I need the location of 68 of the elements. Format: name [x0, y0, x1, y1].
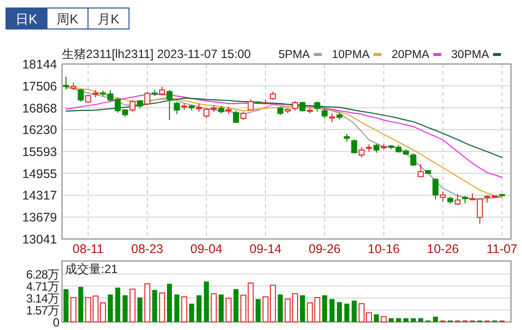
y-tick-label: 13679	[22, 210, 58, 225]
bar	[174, 294, 180, 322]
y-tick-label: 15593	[22, 144, 58, 159]
x-tick-label: 09-04	[190, 242, 222, 256]
annotation: 成交量:21	[65, 262, 118, 276]
bar	[410, 318, 416, 322]
x-tick-label: 08-11	[72, 242, 104, 256]
bar	[189, 304, 194, 322]
bar	[144, 283, 150, 322]
legend-label: 10PMA	[332, 49, 370, 61]
bar	[122, 295, 128, 322]
x-tick-label: 11-07	[486, 242, 518, 256]
bar	[64, 289, 68, 322]
bar	[352, 300, 357, 322]
bar	[166, 284, 172, 322]
bar	[418, 318, 424, 322]
bar	[322, 295, 328, 322]
bar	[256, 299, 261, 322]
bar	[300, 295, 305, 322]
y-tick-label: 14317	[22, 188, 58, 203]
bar	[374, 314, 379, 322]
legend-label: 5PMA	[278, 49, 310, 61]
chart-title: 生猪2311[lh2311] 2023-11-07 15:00	[62, 47, 252, 61]
bar	[336, 302, 342, 322]
bar	[396, 318, 402, 322]
bar	[115, 288, 120, 322]
tab: 月K	[88, 8, 130, 30]
y-tick-label: 18144	[22, 58, 58, 72]
bar	[388, 318, 394, 322]
bar	[432, 316, 438, 322]
x-tick-label: 08-23	[131, 242, 164, 256]
bar	[210, 293, 217, 322]
y-tick-label: 3.14万	[26, 292, 60, 306]
y-tick-label: 16868	[22, 101, 58, 116]
bar	[181, 296, 188, 322]
x-tick-label: 09-26	[308, 242, 341, 256]
bar	[196, 295, 202, 322]
legend-label: 30PMA	[451, 49, 490, 61]
bar	[330, 299, 335, 322]
y-tick-label: 13041	[22, 232, 58, 246]
bar	[233, 289, 238, 322]
bar	[130, 288, 136, 322]
legend-label: 20PMA	[392, 49, 430, 61]
x-tick-label: 10-26	[426, 242, 459, 256]
tab: 周K	[46, 8, 88, 30]
bar	[152, 290, 158, 322]
bar	[278, 294, 283, 322]
x-tick-label: 09-14	[250, 242, 282, 256]
bar	[204, 281, 209, 322]
bar	[344, 304, 350, 322]
bar	[70, 297, 76, 322]
bar	[78, 286, 84, 322]
y-tick-label: 16230	[22, 123, 58, 138]
bar	[108, 294, 113, 322]
y-tick-label: 14955	[22, 166, 58, 181]
bar	[137, 298, 142, 322]
y-tick-label: 4.71万	[26, 280, 60, 294]
y-tick-label: 0	[52, 316, 60, 330]
y-tick-label: 6.28万	[26, 268, 60, 282]
bar	[380, 316, 387, 322]
bar	[218, 294, 224, 322]
bar	[403, 318, 408, 322]
tab: 日K	[6, 8, 48, 30]
bar	[226, 298, 232, 322]
x-tick-label: 10-16	[368, 242, 400, 256]
y-tick-label: 17506	[22, 79, 58, 94]
y-tick-label: 1.57万	[26, 304, 60, 318]
bar	[159, 292, 166, 322]
